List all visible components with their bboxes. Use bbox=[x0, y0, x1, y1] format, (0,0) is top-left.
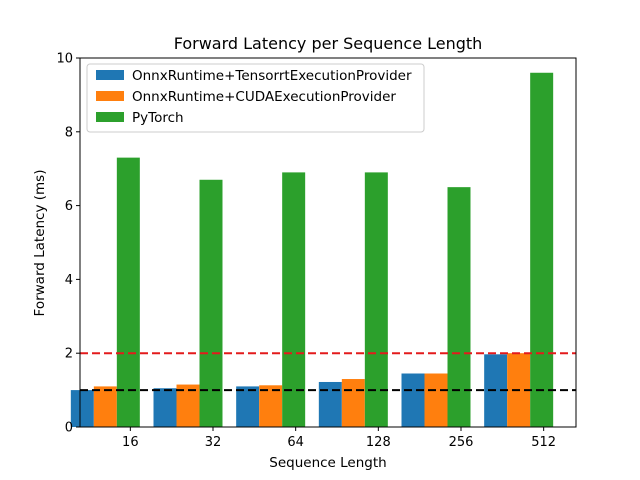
bar-64-series-3 bbox=[282, 172, 306, 427]
chart-title: Forward Latency per Sequence Length bbox=[174, 34, 483, 53]
bar-128-series-2 bbox=[341, 379, 365, 427]
bar-128-series-3 bbox=[364, 172, 388, 427]
bar-32-series-1 bbox=[153, 388, 177, 427]
legend: OnnxRuntime+TensorrtExecutionProvider Onn… bbox=[86, 63, 425, 133]
legend-box bbox=[86, 63, 425, 133]
x-tick-label: 16 bbox=[122, 435, 139, 450]
axes: 0 2 4 6 8 10 16 32 64 128 256 512 bbox=[56, 52, 577, 450]
legend-swatch-2 bbox=[96, 91, 124, 101]
x-tick-label: 32 bbox=[205, 435, 222, 450]
x-tick-label: 64 bbox=[287, 435, 304, 450]
bar-16-series-3 bbox=[116, 157, 140, 427]
legend-swatch-1 bbox=[96, 70, 124, 80]
y-tick-label: 8 bbox=[65, 125, 73, 140]
x-tick-label: 256 bbox=[449, 435, 474, 450]
bars-group bbox=[70, 72, 554, 427]
bar-16-series-1 bbox=[70, 390, 94, 427]
y-tick-label: 6 bbox=[65, 199, 73, 214]
legend-swatch-3 bbox=[96, 112, 124, 122]
x-axis-label: Sequence Length bbox=[269, 455, 386, 471]
y-tick-label: 4 bbox=[65, 273, 73, 288]
legend-label-1: OnnxRuntime+TensorrtExecutionProvider bbox=[132, 68, 412, 84]
bar-32-series-3 bbox=[199, 179, 223, 427]
bar-256-series-1 bbox=[401, 373, 425, 427]
x-tick-label: 512 bbox=[531, 435, 556, 450]
y-axis-label: Forward Latency (ms) bbox=[32, 170, 48, 317]
y-tick-label: 0 bbox=[65, 421, 73, 436]
x-tick-label: 128 bbox=[366, 435, 391, 450]
bar-64-series-1 bbox=[236, 386, 260, 427]
bar-512-series-3 bbox=[530, 72, 554, 427]
bar-32-series-2 bbox=[176, 384, 200, 427]
bar-128-series-1 bbox=[318, 381, 342, 427]
bar-256-series-2 bbox=[424, 373, 448, 427]
legend-label-2: OnnxRuntime+CUDAExecutionProvider bbox=[132, 89, 396, 105]
y-tick-label: 10 bbox=[56, 52, 73, 67]
reference-lines bbox=[80, 352, 576, 392]
bar-16-series-2 bbox=[93, 386, 117, 427]
legend-label-3: PyTorch bbox=[132, 110, 184, 126]
bar-64-series-2 bbox=[259, 385, 283, 427]
plot-frame bbox=[79, 57, 577, 428]
bar-256-series-3 bbox=[447, 187, 471, 427]
y-tick-label: 2 bbox=[65, 347, 73, 362]
